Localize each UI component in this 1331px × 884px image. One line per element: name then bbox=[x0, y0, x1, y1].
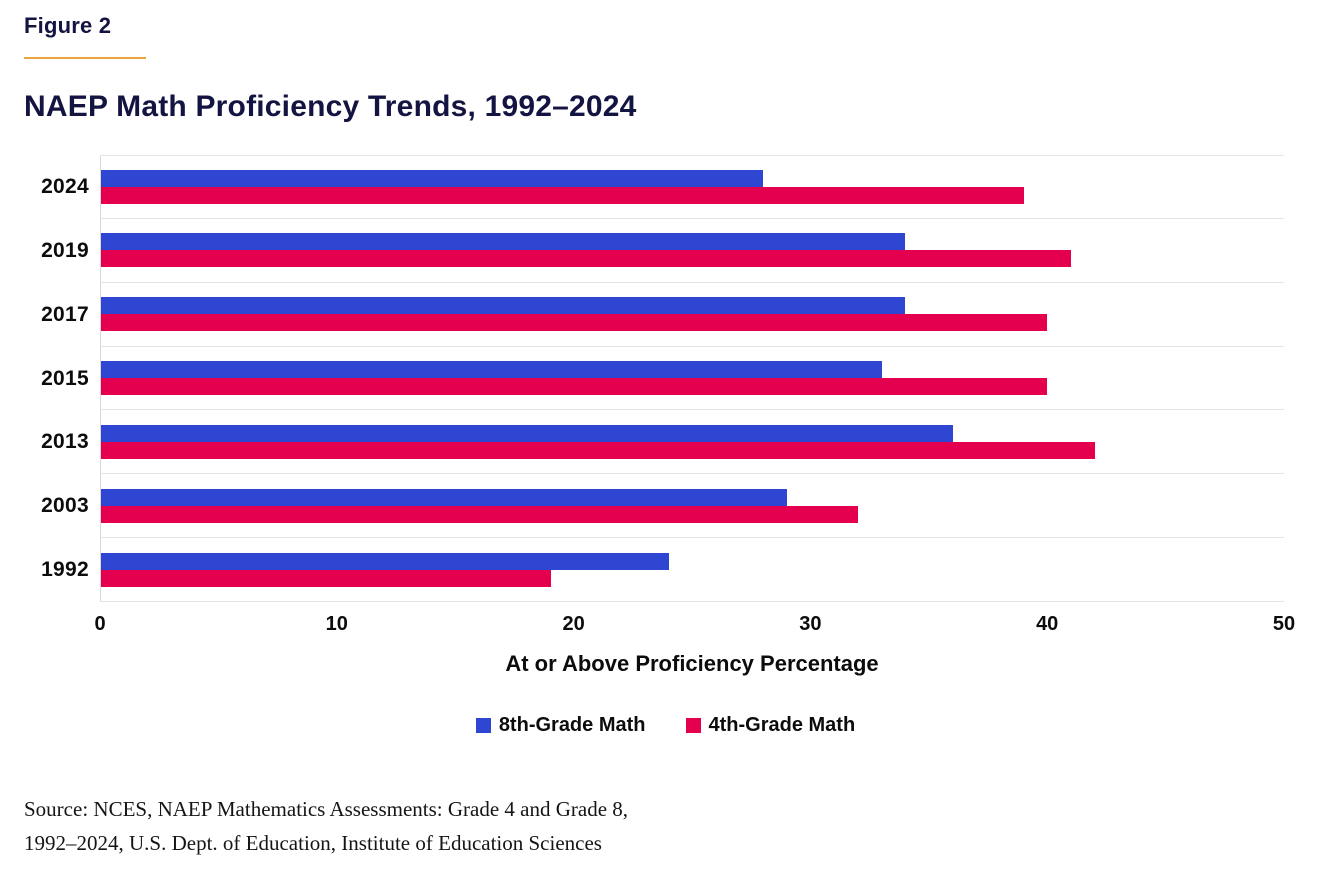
bar-8th-grade-math bbox=[101, 169, 764, 187]
band-bars bbox=[100, 474, 1284, 539]
bar-4th-grade-math bbox=[101, 250, 1072, 268]
chart-band-2003: 2003 bbox=[0, 474, 1284, 539]
source-note: Source: NCES, NAEP Mathematics Assessmen… bbox=[24, 792, 628, 860]
figure-underline-rule bbox=[24, 57, 146, 59]
bar-4th-grade-math bbox=[101, 378, 1048, 395]
legend-swatch-4th-grade-math bbox=[685, 718, 701, 733]
bar-4th-grade-math bbox=[101, 505, 859, 523]
chart-band-2013: 2013 bbox=[0, 410, 1284, 475]
bar-chart: 2024 2019 2017 2015 2013 2003 1992 bbox=[0, 155, 1284, 603]
band-bars bbox=[100, 346, 1284, 411]
bar-4th-grade-math bbox=[101, 314, 1048, 332]
bar-4th-grade-math bbox=[101, 186, 1024, 204]
band-bars bbox=[100, 538, 1284, 603]
x-axis-tick-label: 50 bbox=[1272, 613, 1296, 635]
bar-8th-grade-math bbox=[101, 361, 882, 378]
bar-8th-grade-math bbox=[101, 233, 906, 251]
legend-item-8th-grade-math: 8th-Grade Math bbox=[475, 714, 646, 737]
source-line-2: 1992–2024, U.S. Dept. of Education, Inst… bbox=[24, 831, 602, 855]
category-label: 2015 bbox=[41, 366, 89, 390]
bar-8th-grade-math bbox=[101, 488, 788, 506]
legend-label: 8th-Grade Math bbox=[498, 714, 646, 736]
legend: 8th-Grade Math 4th-Grade Math bbox=[0, 714, 1331, 737]
legend-label: 4th-Grade Math bbox=[708, 714, 856, 736]
bar-4th-grade-math bbox=[101, 569, 551, 587]
band-bars bbox=[100, 410, 1284, 475]
bar-8th-grade-math bbox=[101, 297, 906, 315]
x-axis-tick-label: 0 bbox=[94, 613, 106, 635]
chart-title: NAEP Math Proficiency Trends, 1992–2024 bbox=[24, 90, 637, 123]
category-label: 2003 bbox=[41, 494, 89, 518]
category-label: 2017 bbox=[41, 302, 89, 326]
category-label: 2019 bbox=[41, 238, 89, 262]
legend-item-4th-grade-math: 4th-Grade Math bbox=[685, 714, 856, 737]
bar-4th-grade-math bbox=[101, 441, 1095, 459]
category-label: 2013 bbox=[41, 430, 89, 454]
x-axis-title: At or Above Proficiency Percentage bbox=[505, 651, 879, 676]
legend-swatch-8th-grade-math bbox=[475, 718, 491, 733]
x-axis-tick-label: 20 bbox=[562, 613, 585, 635]
x-axis-tick-label: 10 bbox=[325, 613, 348, 635]
chart-band-2019: 2019 bbox=[0, 218, 1284, 283]
band-bars bbox=[100, 282, 1284, 347]
category-label: 1992 bbox=[41, 558, 89, 582]
category-label: 2024 bbox=[41, 174, 89, 198]
x-axis-tick-label: 30 bbox=[799, 613, 822, 635]
x-axis-tick-label: 40 bbox=[1036, 613, 1059, 635]
x-axis: 0 10 20 30 40 50 bbox=[94, 613, 1295, 641]
chart-band-2024: 2024 bbox=[0, 155, 1284, 219]
figure-label: Figure 2 bbox=[24, 13, 112, 38]
band-bars bbox=[100, 155, 1284, 219]
chart-band-2017: 2017 bbox=[0, 282, 1284, 347]
source-line-1: Source: NCES, NAEP Mathematics Assessmen… bbox=[24, 797, 629, 821]
chart-band-2015: 2015 bbox=[0, 346, 1284, 411]
bar-8th-grade-math bbox=[101, 552, 669, 570]
bar-8th-grade-math bbox=[101, 424, 953, 442]
chart-band-1992: 1992 bbox=[0, 538, 1284, 603]
band-bars bbox=[100, 218, 1284, 283]
